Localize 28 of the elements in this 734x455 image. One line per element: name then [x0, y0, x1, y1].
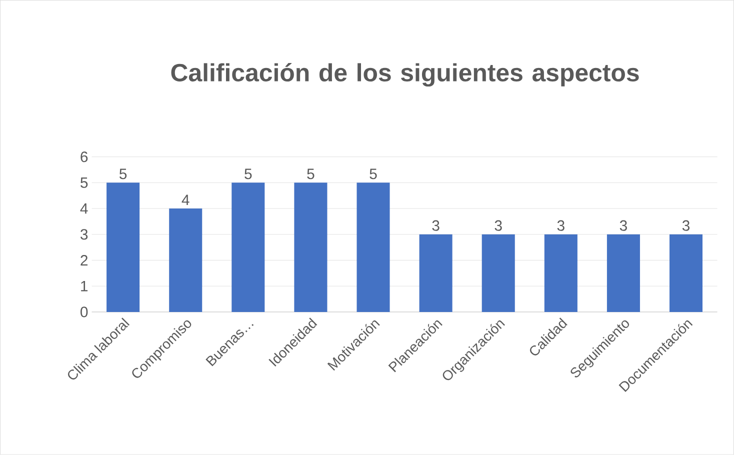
data-label: 3	[432, 220, 440, 231]
bar	[419, 234, 452, 312]
data-label: 3	[557, 220, 564, 231]
data-label: 3	[682, 220, 690, 231]
bar	[232, 182, 265, 312]
data-label: 5	[370, 168, 377, 180]
data-label: 3	[620, 220, 627, 231]
y-tick-label: 1	[81, 281, 88, 292]
y-tick-label: 2	[80, 255, 88, 266]
chart-title: Calificación de los siguientes aspectos	[171, 63, 639, 87]
data-label: 5	[244, 168, 252, 180]
bar	[544, 234, 578, 312]
bar	[606, 234, 640, 312]
data-label: 5	[119, 168, 127, 180]
y-tick-label: 5	[80, 178, 88, 188]
data-label: 5	[307, 168, 314, 180]
bar	[169, 208, 202, 312]
y-tick-label: 6	[80, 152, 88, 162]
data-label: 4	[182, 194, 190, 206]
bar	[670, 234, 703, 312]
data-label: 3	[494, 220, 502, 231]
bar	[106, 182, 140, 312]
bar	[482, 234, 515, 312]
y-tick-label: 3	[80, 229, 88, 240]
bar	[356, 182, 390, 312]
y-tick-label: 0	[80, 306, 88, 318]
bar	[294, 182, 328, 312]
y-tick-label: 4	[80, 204, 88, 214]
